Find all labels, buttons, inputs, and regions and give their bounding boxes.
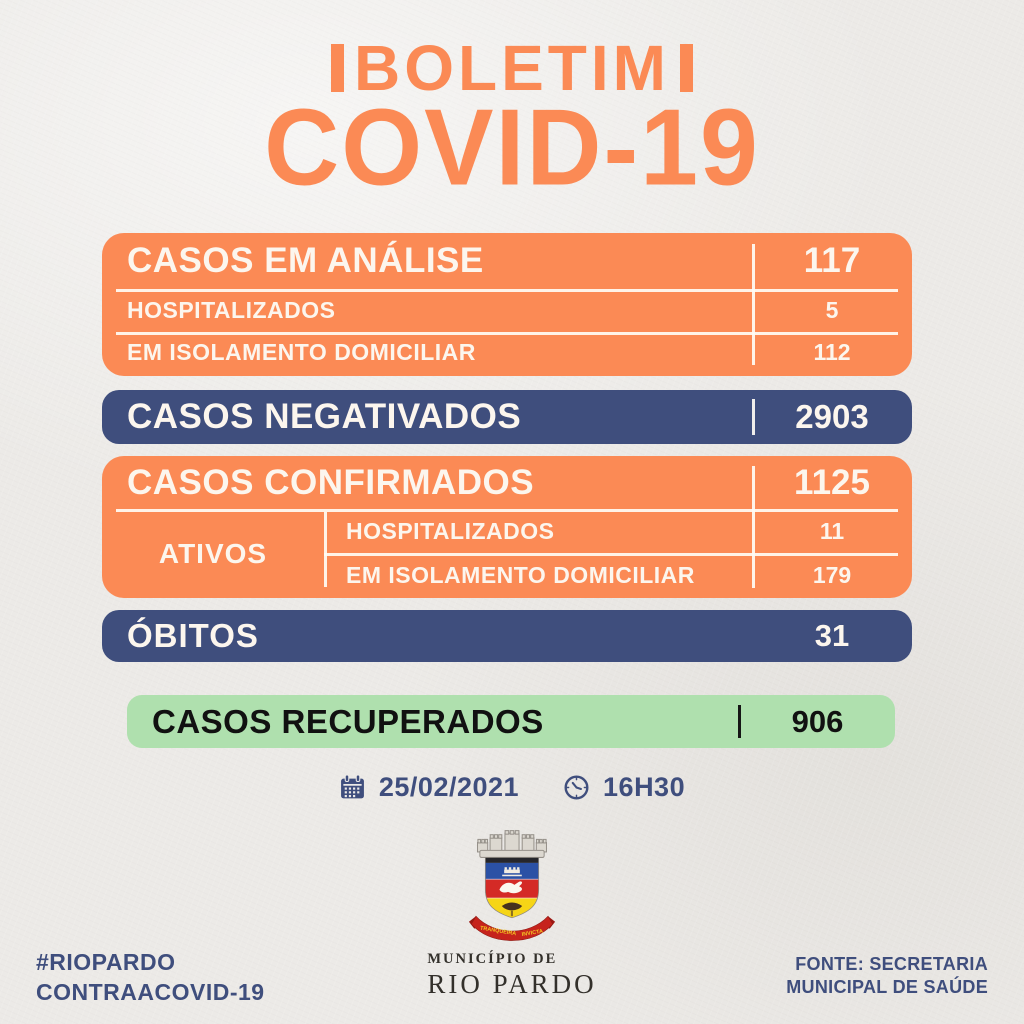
municipality-small-label: MUNICÍPIO DE: [427, 951, 558, 967]
analysis-card: CASOS EM ANÁLISE 117 HOSPITALIZADOS 5 EM…: [102, 233, 912, 376]
vertical-divider: [752, 244, 755, 365]
horizontal-divider: [116, 332, 898, 335]
negatives-card: CASOS NEGATIVADOS 2903: [102, 390, 912, 444]
deaths-title: ÓBITOS: [127, 617, 259, 654]
decorative-bar-right: [679, 44, 693, 92]
hashtag-line2: CONTRAACOVID-19: [36, 979, 265, 1005]
motto-right: INVICTA: [521, 929, 543, 938]
bulletin-date: 25/02/2021: [378, 772, 520, 802]
bulletin-time: 16H30: [603, 772, 686, 802]
calendar-icon: [340, 774, 364, 799]
row-label: EM ISOLAMENTO DOMICILIAR: [127, 338, 476, 365]
deaths-row: ÓBITOS 31: [102, 610, 912, 662]
confirmed-value: 1125: [794, 462, 870, 502]
confirmed-row-isolation: EM ISOLAMENTO DOMICILIAR 179: [324, 554, 912, 599]
negatives-row: CASOS NEGATIVADOS 2903: [102, 390, 912, 444]
hashtag-block: #RIOPARDO CONTRAACOVID-19: [36, 947, 265, 1007]
negatives-value: 2903: [795, 398, 869, 435]
row-value: 179: [812, 562, 852, 589]
horizontal-divider: [116, 289, 898, 292]
motto-left: TRANQUEIRA: [480, 926, 517, 938]
row-value: 11: [819, 517, 845, 544]
horizontal-divider: [116, 509, 898, 512]
recovered-card: CASOS RECUPERADOS 906: [127, 695, 895, 748]
analysis-title-row: CASOS EM ANÁLISE 117: [102, 233, 912, 289]
row-value: 5: [825, 296, 839, 323]
recovered-title: CASOS RECUPERADOS: [152, 702, 544, 740]
deaths-value: 31: [814, 618, 850, 653]
source-line1: FONTE: SECRETARIA: [795, 954, 988, 974]
confirmed-title: CASOS CONFIRMADOS: [127, 462, 535, 502]
municipality-name: RIO PARDO: [427, 969, 597, 999]
active-group-label: ATIVOS: [158, 537, 268, 569]
vertical-divider: [752, 466, 755, 588]
municipality-caption: MUNICÍPIO DE RIO PARDO: [427, 946, 596, 1000]
confirmed-title-row: CASOS CONFIRMADOS 1125: [102, 456, 912, 509]
source-block: FONTE: SECRETARIA MUNICIPAL DE SAÚDE: [786, 953, 988, 999]
bulletin-kicker-label: BOLETIM: [354, 32, 670, 104]
analysis-title: CASOS EM ANÁLISE: [127, 241, 484, 280]
clock-icon: [564, 775, 589, 800]
bulletin-kicker: BOLETIM: [0, 36, 1024, 100]
vertical-divider: [738, 705, 741, 738]
row-label: HOSPITALIZADOS: [346, 517, 555, 544]
negatives-title: CASOS NEGATIVADOS: [127, 397, 522, 436]
vertical-divider: [324, 512, 327, 587]
analysis-value: 117: [803, 241, 861, 280]
confirmed-active-group: ATIVOS HOSPITALIZADOS 11 EM ISOLAMENTO D…: [102, 509, 912, 598]
analysis-row-hospitalized: HOSPITALIZADOS 5: [102, 289, 912, 331]
row-value: 112: [813, 338, 851, 365]
vertical-divider: [752, 399, 755, 435]
horizontal-divider: [324, 553, 898, 556]
recovered-row: CASOS RECUPERADOS 906: [127, 695, 895, 748]
analysis-row-isolation: EM ISOLAMENTO DOMICILIAR 112: [102, 331, 912, 373]
deaths-card: ÓBITOS 31: [102, 610, 912, 662]
source-line2: MUNICIPAL DE SAÚDE: [786, 977, 988, 997]
confirmed-card: CASOS CONFIRMADOS 1125 ATIVOS HOSPITALIZ…: [102, 456, 912, 598]
row-label: HOSPITALIZADOS: [127, 296, 336, 323]
rio-pardo-coat-of-arms: TRANQUEIRA INVICTA MUNICÍPIO DE RIO PARD…: [0, 830, 1024, 1000]
hashtag-line1: #RIOPARDO: [36, 949, 176, 975]
confirmed-row-hospitalized: HOSPITALIZADOS 11: [324, 509, 912, 554]
bulletin-meta: 25/02/2021 16H30: [0, 772, 1024, 803]
active-group-rows: HOSPITALIZADOS 11 EM ISOLAMENTO DOMICILI…: [324, 509, 912, 598]
row-label: EM ISOLAMENTO DOMICILIAR: [346, 562, 695, 589]
coat-of-arms-icon: TRANQUEIRA INVICTA: [468, 830, 556, 941]
recovered-value: 906: [791, 703, 844, 739]
decorative-bar-left: [331, 44, 345, 92]
page-title: COVID-19: [264, 87, 760, 209]
